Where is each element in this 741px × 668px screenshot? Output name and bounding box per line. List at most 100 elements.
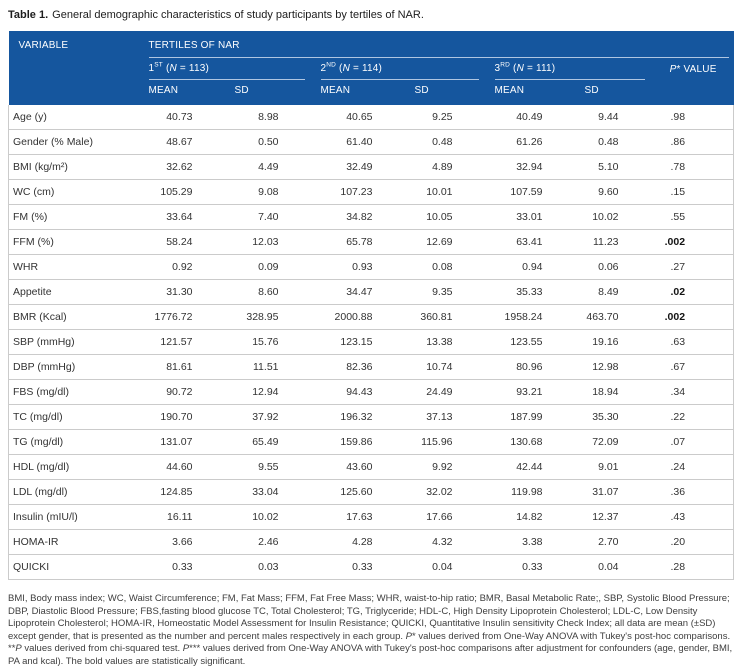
table-caption: General demographic characteristics of s… — [52, 9, 424, 21]
value-cell: 2.46 — [232, 529, 319, 555]
value-cell: 40.65 — [318, 105, 413, 130]
value-cell: 65.78 — [318, 229, 413, 255]
value-cell: 105.29 — [146, 179, 233, 205]
value-cell: 0.08 — [412, 254, 493, 280]
value-cell: 48.67 — [146, 129, 233, 155]
value-cell: 463.70 — [582, 304, 659, 330]
value-cell: 0.04 — [582, 554, 659, 580]
footnote-segment: values derived from chi-squared test. — [21, 643, 183, 654]
variable-cell: Age (y) — [8, 105, 147, 130]
variable-cell: Gender (% Male) — [8, 129, 147, 155]
value-cell: 3.66 — [146, 529, 233, 555]
variable-cell: WHR — [8, 254, 147, 280]
p-value-cell: .15 — [658, 179, 735, 205]
value-cell: 15.76 — [232, 329, 319, 355]
value-cell: 37.13 — [412, 404, 493, 430]
value-cell: 80.96 — [492, 354, 583, 380]
value-cell: 190.70 — [146, 404, 233, 430]
value-cell: 61.40 — [318, 129, 413, 155]
value-cell: 130.68 — [492, 429, 583, 455]
header-row-top: VARIABLE TERTILES OF NAR — [8, 31, 734, 105]
value-cell: 94.43 — [318, 379, 413, 405]
footnote-italic-segment: P — [405, 630, 412, 642]
value-cell: 35.30 — [582, 404, 659, 430]
value-cell: 12.37 — [582, 504, 659, 530]
variable-cell: BMI (kg/m²) — [8, 154, 147, 180]
table-row: DBP (mmHg) 81.61 11.51 82.36 10.74 80.96 12.98… — [8, 354, 735, 380]
table-row: TC (mg/dl) 190.70 37.92 196.32 37.13 187.99 35… — [8, 404, 735, 430]
p-value-cell: .98 — [658, 105, 735, 130]
value-cell: 0.94 — [492, 254, 583, 280]
variable-cell: LDL (mg/dl) — [8, 479, 147, 505]
variable-cell: Insulin (mIU/l) — [8, 504, 147, 530]
value-cell: 9.01 — [582, 454, 659, 480]
value-cell: 0.33 — [146, 554, 233, 580]
footnote-segment: BMI, Body mass index; WC, Waist Circumfe… — [8, 593, 730, 642]
value-cell: 33.04 — [232, 479, 319, 505]
table-number-label: Table 1. — [8, 9, 49, 21]
footnote-italic-segment: P — [15, 643, 22, 654]
value-cell: 2000.88 — [318, 304, 413, 330]
header-row-mean-sd: MEAN SD MEAN SD MEAN SD — [9, 80, 734, 105]
value-cell: 32.49 — [318, 154, 413, 180]
column-header-p-value: P* VALUE — [658, 58, 734, 105]
value-cell: 12.03 — [232, 229, 319, 255]
table-row: Gender (% Male) 48.67 0.50 61.40 0.48 61.26 0.… — [8, 129, 735, 155]
tertiles-label: TERTILES OF NAR — [148, 40, 729, 58]
variable-cell: SBP (mmHg) — [8, 329, 147, 355]
table-row: HOMA-IR 3.66 2.46 4.28 4.32 3.38 2.70.20 — [8, 529, 735, 555]
table-title: Table 1. General demographic characterist… — [8, 9, 733, 22]
variable-cell: HOMA-IR — [8, 529, 147, 555]
value-cell: 0.48 — [582, 129, 659, 155]
variable-cell: FBS (mg/dl) — [8, 379, 147, 405]
value-cell: 4.32 — [412, 529, 493, 555]
footnote-italic-segment: P — [182, 643, 190, 654]
variable-cell: BMR (Kcal) — [8, 304, 147, 330]
p-value-cell: .20 — [658, 529, 735, 555]
value-cell: 35.33 — [492, 279, 583, 305]
value-cell: 7.40 — [232, 204, 319, 230]
value-cell: 0.09 — [232, 254, 319, 280]
column-header-sd-2: SD — [412, 80, 493, 105]
table-row: FM (%) 33.64 7.40 34.82 10.05 33.01 10.02.55 — [8, 204, 735, 230]
p-value-cell: .67 — [658, 354, 735, 380]
column-header-tertile-2: 2ND (N = 114) — [318, 58, 493, 80]
value-cell: 81.61 — [146, 354, 233, 380]
value-cell: 9.35 — [412, 279, 493, 305]
value-cell: 18.94 — [582, 379, 659, 405]
table-row: BMR (Kcal) 1776.72 328.95 2000.88 360.81 1958… — [8, 304, 735, 330]
value-cell: 58.24 — [146, 229, 233, 255]
value-cell: 328.95 — [232, 304, 319, 330]
p-value-cell: .07 — [658, 429, 735, 455]
value-cell: 37.92 — [232, 404, 319, 430]
value-cell: 107.23 — [318, 179, 413, 205]
value-cell: 16.11 — [146, 504, 233, 530]
value-cell: 0.92 — [146, 254, 233, 280]
demographics-table: VARIABLE TERTILES OF NAR 1ST (N = 113) 2N… — [8, 31, 735, 580]
variable-cell: WC (cm) — [8, 179, 147, 205]
table-row: TG (mg/dl) 131.07 65.49 159.86 115.96 130.68 7… — [8, 429, 735, 455]
value-cell: 10.74 — [412, 354, 493, 380]
value-cell: 123.15 — [318, 329, 413, 355]
value-cell: 63.41 — [492, 229, 583, 255]
value-cell: 12.98 — [582, 354, 659, 380]
value-cell: 12.69 — [412, 229, 493, 255]
column-header-sd-3: SD — [582, 80, 659, 105]
column-header-tertiles: TERTILES OF NAR — [146, 31, 734, 58]
value-cell: 93.21 — [492, 379, 583, 405]
table-row: FFM (%) 58.24 12.03 65.78 12.69 63.41 11.23.00… — [8, 229, 735, 255]
table-row: FBS (mg/dl) 90.72 12.94 94.43 24.49 93.21 18.9… — [8, 379, 735, 405]
value-cell: 0.33 — [492, 554, 583, 580]
value-cell: 9.55 — [232, 454, 319, 480]
table-row: HDL (mg/dl) 44.60 9.55 43.60 9.92 42.44 9.01.2… — [8, 454, 735, 480]
table-header: VARIABLE TERTILES OF NAR 1ST (N = 113) 2N… — [8, 31, 734, 105]
p-value-cell: .27 — [658, 254, 735, 280]
p-value-cell: .002 — [658, 229, 735, 255]
table-row: WC (cm) 105.29 9.08 107.23 10.01 107.59 9.60.1… — [8, 179, 735, 205]
value-cell: 31.07 — [582, 479, 659, 505]
value-cell: 13.38 — [412, 329, 493, 355]
value-cell: 8.60 — [232, 279, 319, 305]
value-cell: 4.49 — [232, 154, 319, 180]
column-header-sd-1: SD — [232, 80, 319, 105]
